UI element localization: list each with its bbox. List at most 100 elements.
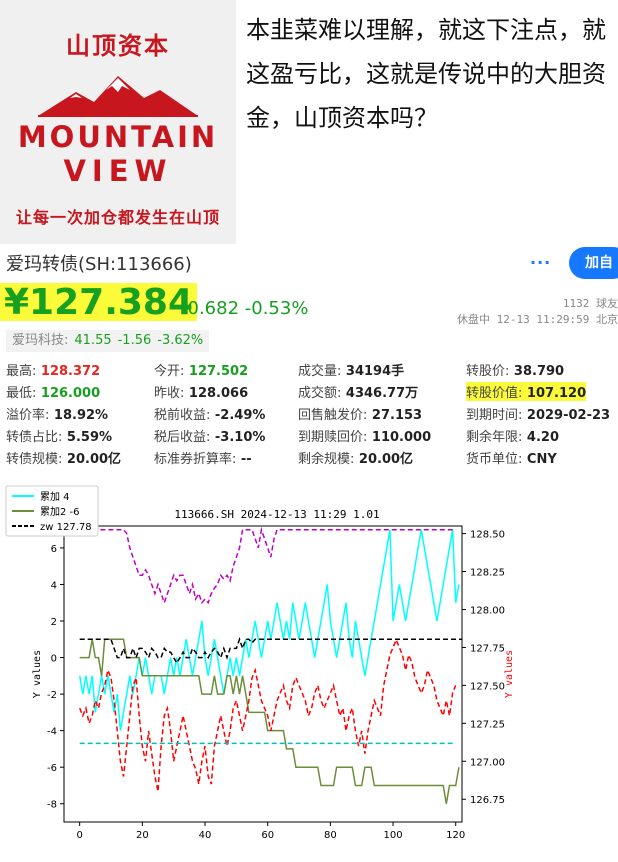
y-tick-label: 4	[51, 580, 57, 591]
stock-change: -1.56	[117, 333, 152, 348]
y-right-tick-label: 126.75	[470, 795, 505, 806]
stat-value: 34194手	[341, 364, 405, 379]
logo-word-view: VIEW	[63, 154, 173, 188]
series-line-0	[78, 529, 460, 731]
stat-value: 5.59%	[62, 430, 113, 445]
mountain-view-logo: 山顶资本 MOUNTAIN VIEW 让每一次加仓都发生在山顶	[0, 0, 236, 244]
y-right-tick-label: 127.25	[470, 719, 505, 730]
y-tick-label: 2	[51, 617, 57, 628]
x-tick-label: 80	[324, 830, 337, 841]
stat-label: 到期赎回价:	[298, 430, 368, 445]
stat-value: 110.000	[367, 430, 432, 445]
stat-label: 昨收:	[154, 386, 185, 401]
series-line-2	[79, 636, 462, 665]
logo-brand-cn: 山顶资本	[66, 32, 170, 60]
stat-value: -3.10%	[210, 430, 266, 445]
stat-value: 18.92%	[49, 408, 109, 423]
y-right-tick-label: 128.25	[470, 568, 505, 579]
y-right-axis-label: Y values	[504, 650, 515, 698]
add-watchlist-button[interactable]: 加自	[569, 247, 618, 279]
stat-value: 27.153	[367, 408, 423, 423]
stat-cell: 到期赎回价: 110.000	[298, 426, 431, 445]
stat-cell: 成交额: 4346.77万	[298, 382, 418, 401]
stat-label: 转股价值:	[466, 386, 523, 401]
stat-label: 最低:	[6, 386, 37, 401]
y-tick-label: -8	[47, 800, 57, 811]
y-axis-label: Y values	[32, 650, 43, 698]
price-change: -0.682 -0.53%	[181, 298, 309, 319]
bond-name: 爱玛转债(SH:113666)	[6, 254, 192, 275]
stat-label: 剩余年限:	[466, 430, 523, 445]
legend-label: 累加 4	[40, 491, 70, 503]
chart-title: 113666.SH 2024-12-13 11:29 1.01	[174, 508, 379, 521]
x-tick-label: 60	[261, 830, 274, 841]
stat-label: 最高:	[6, 364, 37, 379]
stat-cell: 最高: 128.372	[6, 360, 100, 379]
stat-cell: 货币单位: CNY	[466, 448, 557, 467]
stat-label: 剩余规模:	[298, 452, 355, 467]
stat-value: 4346.77万	[341, 386, 419, 401]
y-tick-label: -4	[47, 727, 57, 738]
stat-value: 20.00亿	[354, 452, 414, 467]
stat-value: CNY	[522, 452, 557, 467]
x-tick-label: 100	[384, 830, 403, 841]
legend-label: 累加2 -6	[40, 506, 80, 518]
logo-slogan: 让每一次加仓都发生在山顶	[15, 208, 220, 227]
stock-price: 41.55	[74, 333, 112, 348]
y-right-tick-label: 127.75	[470, 643, 505, 654]
series-line-3	[79, 637, 457, 792]
y-tick-label: 0	[51, 654, 57, 665]
stock-pct: -3.62%	[157, 333, 204, 348]
series-line-1	[79, 638, 460, 804]
stat-value: 126.000	[36, 386, 101, 401]
stat-value: 2029-02-23	[522, 408, 611, 423]
stat-cell: 剩余规模: 20.00亿	[298, 448, 413, 467]
x-tick-label: 0	[76, 830, 82, 841]
stat-value: -2.49%	[210, 408, 266, 423]
stat-label: 今开:	[154, 364, 185, 379]
legend-label: zw 127.78	[40, 522, 92, 533]
stat-label: 标准券折算率:	[154, 452, 237, 467]
stat-label: 回售触发价:	[298, 408, 368, 423]
y-right-tick-label: 127.50	[470, 681, 505, 692]
stat-value: --	[236, 452, 252, 467]
stat-label: 转债规模:	[6, 452, 63, 467]
legend-box	[5, 485, 99, 537]
stat-cell: 溢价率: 18.92%	[6, 404, 108, 423]
series-line-4	[79, 526, 456, 605]
stat-label: 溢价率:	[6, 408, 50, 423]
stat-cell: 转债占比: 5.59%	[6, 426, 112, 445]
stat-label: 转债占比:	[6, 430, 63, 445]
followers-count: 1132 球友	[562, 297, 618, 310]
mountain-icon	[38, 76, 198, 117]
intraday-chart: 113666.SH 2024-12-13 11:29 1.010 20 40 60 80…	[5, 485, 515, 841]
stat-cell: 最低: 126.000	[6, 382, 100, 401]
more-options-icon[interactable]: ···	[530, 253, 552, 272]
stat-label: 成交量:	[298, 364, 342, 379]
plot-frame	[63, 525, 463, 823]
stat-cell: 转股价值: 107.120	[466, 382, 587, 401]
stat-cell: 昨收: 128.066	[154, 382, 248, 401]
stat-cell: 税前收益: -2.49%	[154, 404, 265, 423]
stat-cell: 剩余年限: 4.20	[466, 426, 559, 445]
stat-value: 38.790	[509, 364, 565, 379]
stat-label: 税后收益:	[154, 430, 211, 445]
stat-label: 转股价:	[466, 364, 510, 379]
stat-cell: 转债规模: 20.00亿	[6, 448, 121, 467]
current-price: ¥127.384	[0, 283, 198, 323]
x-tick-label: 20	[136, 830, 149, 841]
stat-label: 税前收益:	[154, 408, 211, 423]
stat-cell: 税后收益: -3.10%	[154, 426, 265, 445]
y-tick-label: -2	[47, 690, 57, 701]
stat-value: 128.066	[184, 386, 249, 401]
y-right-tick-label: 128.00	[470, 605, 505, 616]
stat-cell: 到期时间: 2029-02-23	[466, 404, 610, 423]
stat-cell: 转股价: 38.790	[466, 360, 564, 379]
stat-cell: 标准券折算率: --	[154, 448, 252, 467]
y-tick-label: 6	[51, 544, 57, 555]
underlying-stock-chip[interactable]: 爱玛科技: 41.55 -1.56 -3.62%	[6, 330, 210, 352]
trading-status: 休盘中 12-13 11:29:59 北京	[457, 313, 618, 326]
stat-value: 128.372	[36, 364, 101, 379]
stat-value: 107.120	[522, 386, 587, 401]
x-tick-label: 40	[199, 830, 212, 841]
